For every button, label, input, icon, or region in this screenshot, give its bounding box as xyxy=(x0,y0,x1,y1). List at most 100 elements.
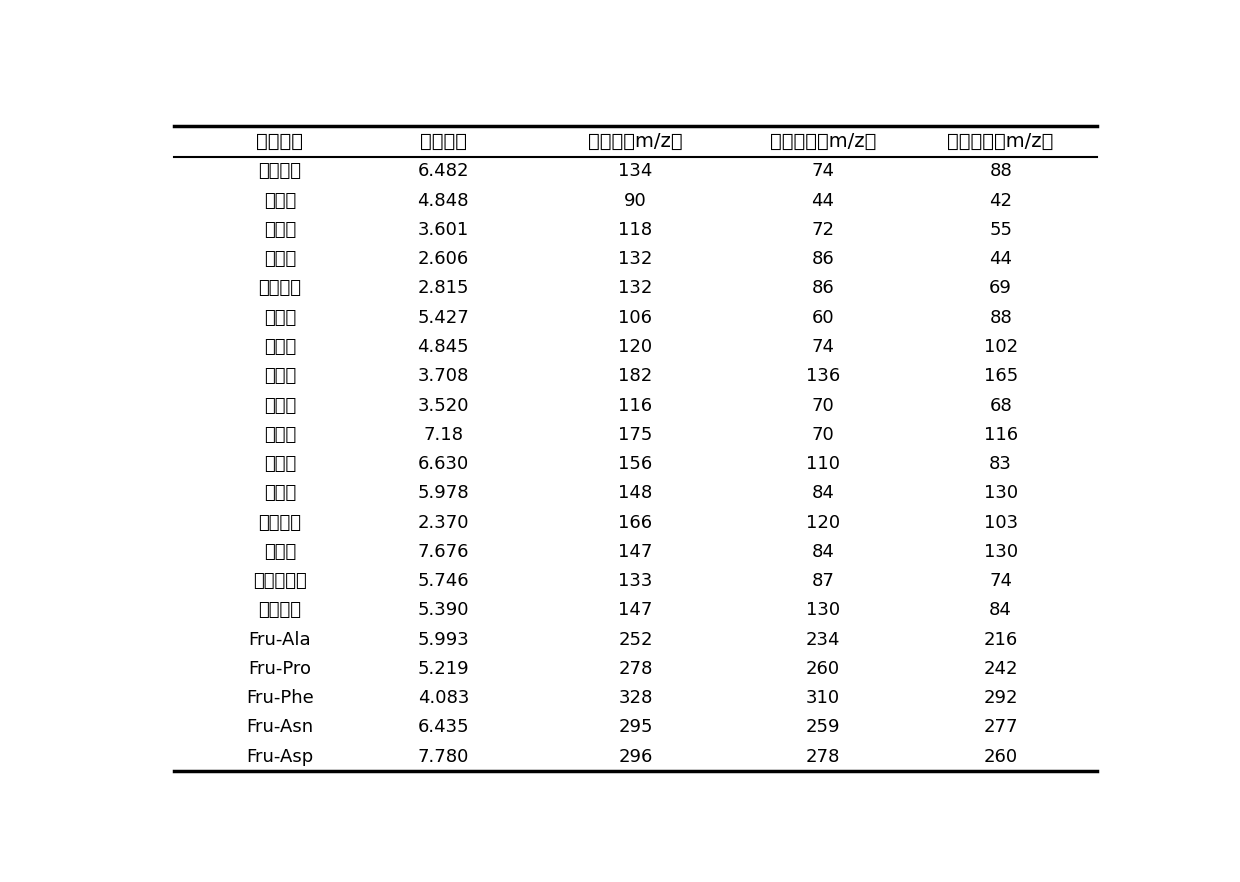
Text: 55: 55 xyxy=(990,221,1012,239)
Text: 缬氨酸: 缬氨酸 xyxy=(264,221,296,239)
Text: 87: 87 xyxy=(811,572,835,590)
Text: 328: 328 xyxy=(619,689,652,707)
Text: 定性离子（m/z）: 定性离子（m/z） xyxy=(947,132,1054,151)
Text: 44: 44 xyxy=(811,191,835,210)
Text: 中文名称: 中文名称 xyxy=(257,132,304,151)
Text: 84: 84 xyxy=(990,602,1012,619)
Text: 4.845: 4.845 xyxy=(418,338,469,356)
Text: 116: 116 xyxy=(983,426,1018,444)
Text: 130: 130 xyxy=(983,484,1018,503)
Text: 84: 84 xyxy=(811,484,835,503)
Text: 278: 278 xyxy=(806,748,839,766)
Text: 2.370: 2.370 xyxy=(418,513,469,532)
Text: 69: 69 xyxy=(990,280,1012,297)
Text: 4.083: 4.083 xyxy=(418,689,469,707)
Text: 酪氨酸: 酪氨酸 xyxy=(264,367,296,385)
Text: 异亮氨酸: 异亮氨酸 xyxy=(258,280,301,297)
Text: 组氨酸: 组氨酸 xyxy=(264,455,296,473)
Text: 103: 103 xyxy=(983,513,1018,532)
Text: 天门冬酰胺: 天门冬酰胺 xyxy=(253,572,306,590)
Text: 3.708: 3.708 xyxy=(418,367,469,385)
Text: 5.427: 5.427 xyxy=(418,309,469,326)
Text: 4.848: 4.848 xyxy=(418,191,469,210)
Text: Fru-Pro: Fru-Pro xyxy=(248,660,311,678)
Text: 定量离子（m/z）: 定量离子（m/z） xyxy=(770,132,877,151)
Text: 148: 148 xyxy=(619,484,652,503)
Text: 130: 130 xyxy=(983,543,1018,561)
Text: 166: 166 xyxy=(619,513,652,532)
Text: 277: 277 xyxy=(983,719,1018,736)
Text: 精氨酸: 精氨酸 xyxy=(264,426,296,444)
Text: 310: 310 xyxy=(806,689,839,707)
Text: 156: 156 xyxy=(619,455,652,473)
Text: 72: 72 xyxy=(811,221,835,239)
Text: 106: 106 xyxy=(619,309,652,326)
Text: 165: 165 xyxy=(983,367,1018,385)
Text: 136: 136 xyxy=(806,367,839,385)
Text: 252: 252 xyxy=(619,631,652,648)
Text: 110: 110 xyxy=(806,455,839,473)
Text: 242: 242 xyxy=(983,660,1018,678)
Text: 74: 74 xyxy=(811,338,835,356)
Text: 132: 132 xyxy=(619,250,652,268)
Text: 苏氨酸: 苏氨酸 xyxy=(264,338,296,356)
Text: 84: 84 xyxy=(811,543,835,561)
Text: 90: 90 xyxy=(624,191,647,210)
Text: 260: 260 xyxy=(806,660,839,678)
Text: 亮氨酸: 亮氨酸 xyxy=(264,250,296,268)
Text: 118: 118 xyxy=(619,221,652,239)
Text: 260: 260 xyxy=(983,748,1018,766)
Text: 5.993: 5.993 xyxy=(418,631,469,648)
Text: 2.606: 2.606 xyxy=(418,250,469,268)
Text: 88: 88 xyxy=(990,309,1012,326)
Text: 赖氨酸: 赖氨酸 xyxy=(264,543,296,561)
Text: 谷氨酰胺: 谷氨酰胺 xyxy=(258,602,301,619)
Text: 132: 132 xyxy=(619,280,652,297)
Text: 147: 147 xyxy=(619,543,652,561)
Text: 5.219: 5.219 xyxy=(418,660,469,678)
Text: 2.815: 2.815 xyxy=(418,280,469,297)
Text: 44: 44 xyxy=(990,250,1012,268)
Text: 88: 88 xyxy=(990,162,1012,181)
Text: 丙氨酸: 丙氨酸 xyxy=(264,191,296,210)
Text: 丝氨酸: 丝氨酸 xyxy=(264,309,296,326)
Text: 6.630: 6.630 xyxy=(418,455,469,473)
Text: Fru-Asn: Fru-Asn xyxy=(247,719,314,736)
Text: 5.390: 5.390 xyxy=(418,602,469,619)
Text: 42: 42 xyxy=(990,191,1012,210)
Text: 147: 147 xyxy=(619,602,652,619)
Text: 74: 74 xyxy=(811,162,835,181)
Text: 苯丙氨酸: 苯丙氨酸 xyxy=(258,513,301,532)
Text: 7.676: 7.676 xyxy=(418,543,469,561)
Text: 60: 60 xyxy=(812,309,835,326)
Text: 86: 86 xyxy=(811,280,835,297)
Text: 5.746: 5.746 xyxy=(418,572,469,590)
Text: 6.482: 6.482 xyxy=(418,162,469,181)
Text: 谷氨酸: 谷氨酸 xyxy=(264,484,296,503)
Text: 259: 259 xyxy=(806,719,841,736)
Text: 134: 134 xyxy=(619,162,652,181)
Text: 216: 216 xyxy=(983,631,1018,648)
Text: 母离子（m/z）: 母离子（m/z） xyxy=(588,132,683,151)
Text: 175: 175 xyxy=(619,426,652,444)
Text: 292: 292 xyxy=(983,689,1018,707)
Text: 83: 83 xyxy=(990,455,1012,473)
Text: Fru-Phe: Fru-Phe xyxy=(246,689,314,707)
Text: 74: 74 xyxy=(990,572,1012,590)
Text: 70: 70 xyxy=(811,397,835,415)
Text: 70: 70 xyxy=(811,426,835,444)
Text: 保留时间: 保留时间 xyxy=(420,132,466,151)
Text: 68: 68 xyxy=(990,397,1012,415)
Text: 102: 102 xyxy=(983,338,1018,356)
Text: 116: 116 xyxy=(619,397,652,415)
Text: 5.978: 5.978 xyxy=(418,484,469,503)
Text: 7.18: 7.18 xyxy=(423,426,464,444)
Text: Fru-Asp: Fru-Asp xyxy=(247,748,314,766)
Text: 130: 130 xyxy=(806,602,839,619)
Text: 278: 278 xyxy=(619,660,652,678)
Text: 6.435: 6.435 xyxy=(418,719,469,736)
Text: 天冬氨酸: 天冬氨酸 xyxy=(258,162,301,181)
Text: 234: 234 xyxy=(806,631,841,648)
Text: 133: 133 xyxy=(619,572,652,590)
Text: 296: 296 xyxy=(619,748,652,766)
